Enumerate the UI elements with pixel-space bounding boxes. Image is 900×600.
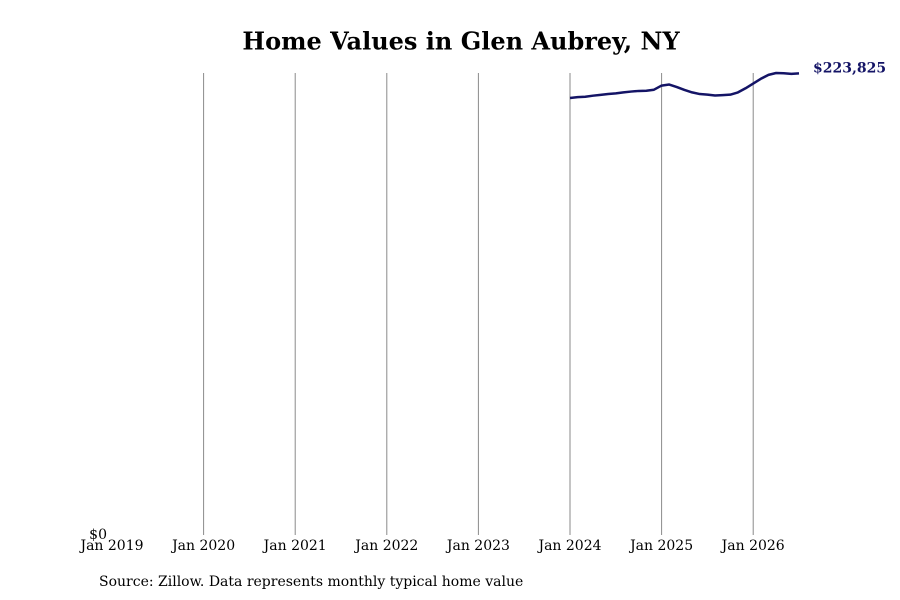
x-tick-label: Jan 2022 [353, 538, 418, 554]
source-note: Source: Zillow. Data represents monthly … [99, 574, 523, 590]
x-tick-label: Jan 2020 [170, 538, 235, 554]
y-tick-label: $0 [89, 527, 107, 543]
value-label: $223,825 [813, 60, 886, 76]
x-tick-label: Jan 2024 [536, 538, 601, 554]
series-line [569, 71, 800, 100]
x-tick-label: Jan 2021 [262, 538, 327, 554]
x-tick-label: Jan 2023 [445, 538, 510, 554]
x-tick-label: Jan 2025 [628, 538, 693, 554]
x-tick-label: Jan 2026 [720, 538, 785, 554]
x-tick-label: Jan 2019 [78, 538, 143, 554]
chart-title: Home Values in Glen Aubrey, NY [242, 27, 680, 56]
